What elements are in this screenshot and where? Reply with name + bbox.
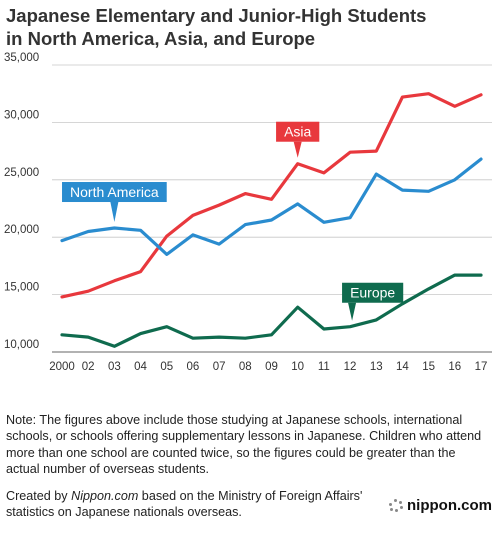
series-label-box [62,182,167,203]
x-tick-label: 10 [291,361,304,373]
y-axis-ticks: 10,000 15,000 20,000 25,000 30,000 35,000 [4,52,39,351]
y-tick-label: 20,000 [4,224,39,236]
credit-site: Nippon.com [71,489,139,503]
chart-title-line-1: Japanese Elementary and Junior-High Stud… [6,5,427,26]
series-label-pointer [293,141,302,158]
x-tick-label: 07 [213,361,226,373]
x-tick-label: 05 [160,361,173,373]
x-tick-label: 17 [475,361,488,373]
y-tick-label: 15,000 [4,282,39,294]
series-labels: Asia North America Europe [62,121,404,321]
x-tick-label: 12 [344,361,357,373]
x-tick-label: 2000 [49,361,75,373]
series-label-north-america: North America [62,182,167,223]
x-tick-label: 15 [422,361,435,373]
nippon-dots-icon [389,498,403,513]
chart-note: Note: The figures above include those st… [6,413,482,477]
x-tick-label: 16 [448,361,461,373]
series-label-pointer [348,302,357,321]
chart-title-line-2: in North America, Asia, and Europe [6,28,316,49]
x-tick-label: 08 [239,361,252,373]
brand-name: nippon.com [407,497,492,514]
x-tick-label: 13 [370,361,383,373]
credit-prefix: Created by [6,489,72,503]
brand-logo: nippon.com [389,497,492,514]
y-tick-label: 25,000 [4,167,39,179]
grid-lines [52,64,492,353]
series-label-asia: Asia [276,121,320,158]
series-line-north-america [60,157,483,256]
chart-title: Japanese Elementary and Junior-High Stud… [6,4,496,50]
x-tick-label: 09 [265,361,278,373]
series-label-text: Asia [284,124,311,140]
x-tick-label: 02 [82,361,95,373]
series-label-text: Europe [350,285,395,301]
series-label-box [276,121,320,142]
series-label-box [342,282,404,303]
x-axis-ticks: 2000 02 03 04 05 06 07 08 09 10 11 12 13 14 15 16 17 [49,361,487,373]
series-lines [60,92,483,348]
series-line-europe [60,273,483,348]
credit-suffix: based on the Ministry of Foreign Affairs… [6,489,363,520]
x-tick-label: 14 [396,361,409,373]
y-tick-label: 30,000 [4,109,39,121]
x-tick-label: 06 [187,361,200,373]
y-tick-label: 35,000 [4,52,39,64]
x-tick-label: 04 [134,361,147,373]
series-label-europe: Europe [342,282,404,321]
line-chart: 10,000 15,000 20,000 25,000 30,000 35,000 200… [4,52,492,373]
series-line-asia [60,92,483,299]
x-tick-label: 03 [108,361,121,373]
series-label-pointer [110,202,119,223]
chart-credit: Created by Nippon.com based on the Minis… [6,488,366,521]
y-tick-label: 10,000 [4,339,39,351]
series-label-text: North America [70,184,159,200]
x-tick-label: 11 [318,361,330,373]
